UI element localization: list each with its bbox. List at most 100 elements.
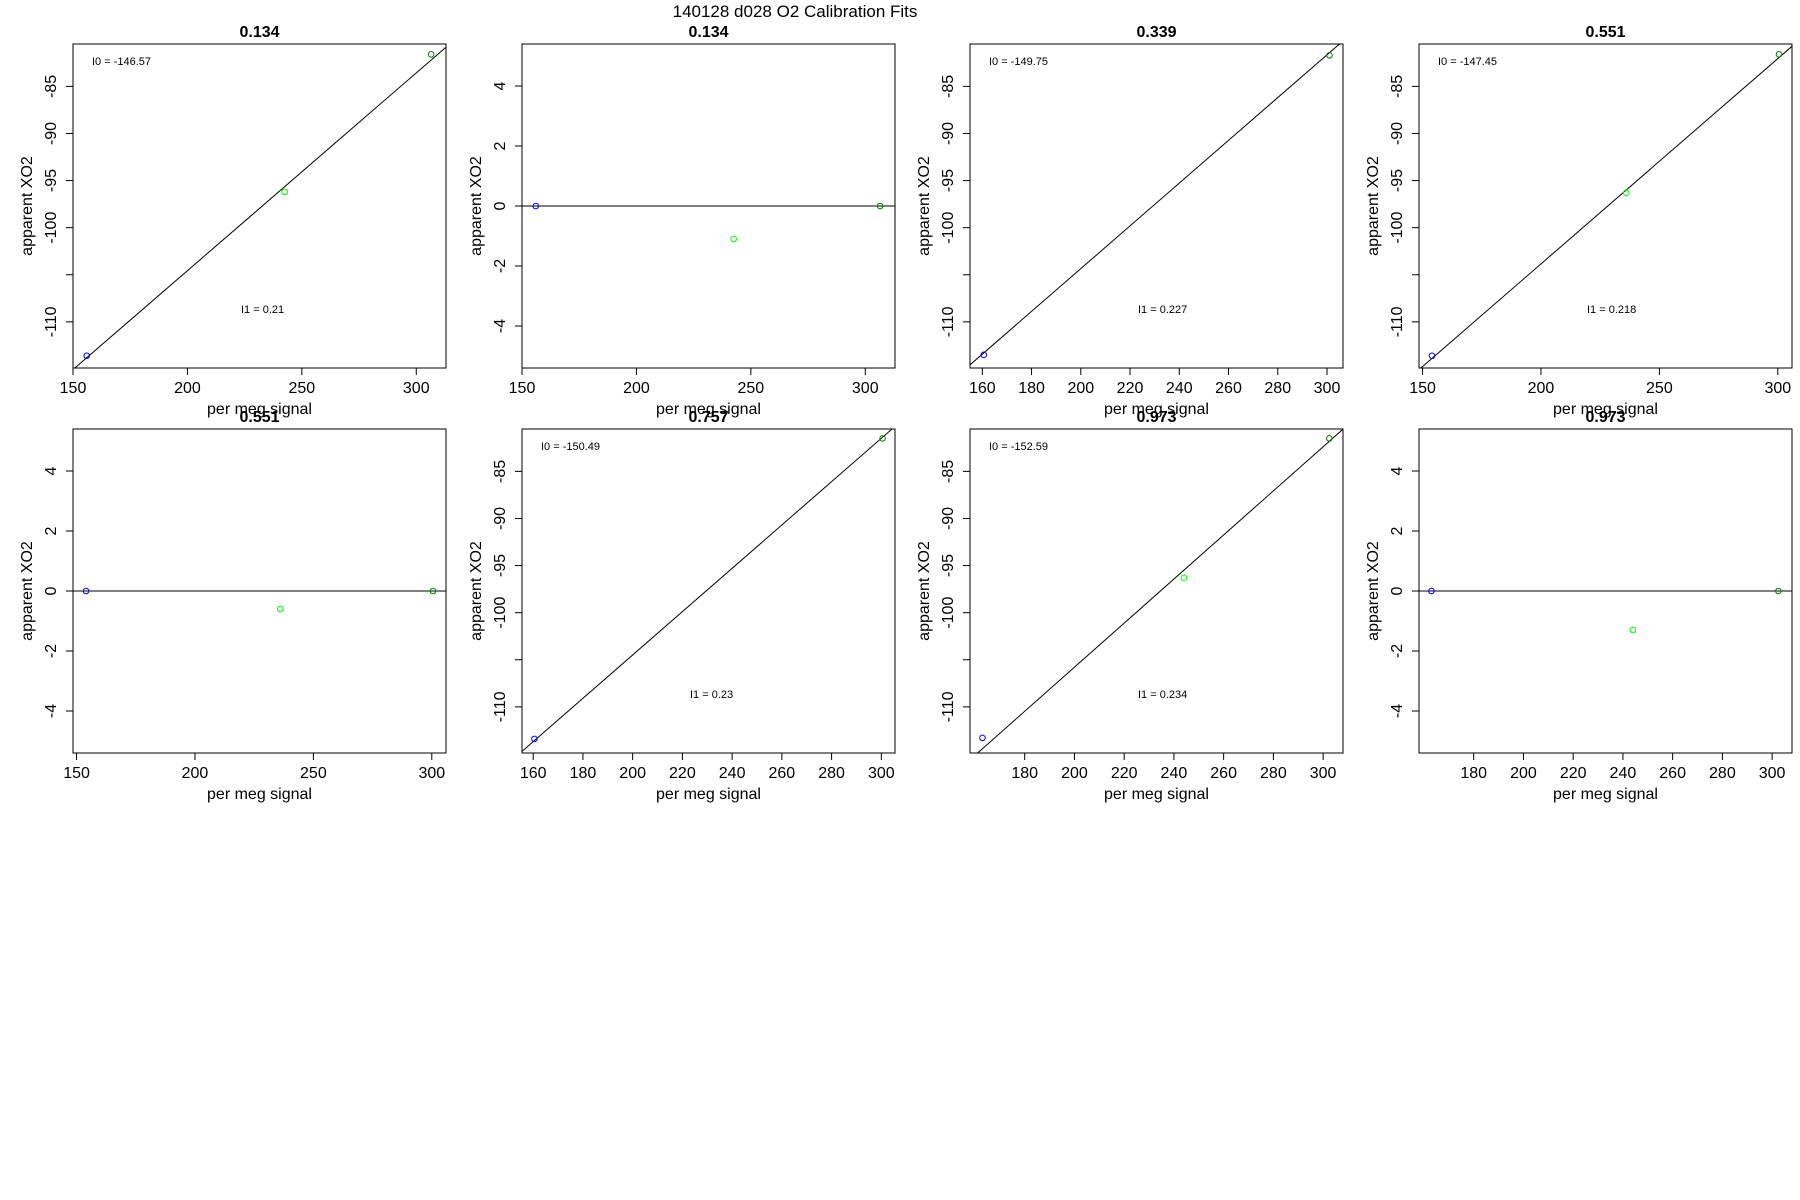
- data-point: [532, 202, 540, 210]
- x-tick-label: 150: [1409, 380, 1436, 397]
- y-axis-label: apparent XO2: [468, 541, 485, 641]
- x-tick-label: 160: [520, 765, 547, 782]
- x-tick-label: 220: [1117, 380, 1144, 397]
- x-tick-label: 180: [1018, 380, 1045, 397]
- y-tick-label: -95: [1389, 169, 1406, 192]
- y-tick-label: -90: [492, 507, 509, 530]
- data-point: [979, 734, 986, 742]
- y-tick-label: -2: [492, 259, 509, 273]
- x-tick-label: 160: [969, 380, 996, 397]
- y-tick-label: 2: [43, 526, 60, 535]
- x-tick-label: 300: [1314, 380, 1341, 397]
- y-tick-label: -85: [940, 75, 957, 98]
- x-tick-label: 260: [1210, 765, 1237, 782]
- x-tick-label: 300: [1310, 765, 1337, 782]
- plot-frame: [1418, 43, 1793, 369]
- x-tick-label: 300: [852, 380, 879, 397]
- y-tick-label: -85: [1389, 75, 1406, 98]
- y-tick-label: -95: [940, 169, 957, 192]
- data-point: [1326, 52, 1333, 59]
- fit-line: [976, 429, 1343, 753]
- data-point: [276, 605, 284, 613]
- plot-frame: [969, 43, 1344, 369]
- x-tick-label: 200: [1528, 380, 1555, 397]
- panel-grid: 0.134 150 200 250 300 -85 -90 -95 -100 -110 per me…: [19, 24, 1793, 803]
- x-tick-label: 250: [300, 765, 327, 782]
- figure-title: 140128 d028 O2 Calibration Fits: [673, 2, 918, 21]
- x-tick-label: 250: [288, 380, 315, 397]
- slope-annotation: I1 = 0.23: [690, 689, 733, 701]
- x-tick-label: 220: [669, 765, 696, 782]
- slope-annotation: I1 = 0.227: [1138, 304, 1187, 316]
- panel-title: 0.757: [688, 409, 728, 426]
- x-tick-label: 250: [1646, 380, 1673, 397]
- data-point: [83, 352, 91, 360]
- x-tick-label: 240: [1166, 380, 1193, 397]
- calibration-panel: 0.551 150 200 250 300 -85 -90 -95 -100 -110 per me…: [1365, 24, 1793, 418]
- x-tick-label: 220: [1560, 765, 1587, 782]
- intercept-annotation: I0 = -152.59: [989, 441, 1048, 453]
- y-axis-label: apparent XO2: [19, 541, 36, 641]
- x-tick-label: 180: [1011, 765, 1038, 782]
- y-axis-label: apparent XO2: [916, 156, 933, 256]
- y-tick-label: -4: [43, 704, 60, 718]
- y-tick-label: -4: [1389, 704, 1406, 718]
- data-point: [1775, 587, 1782, 595]
- y-tick-label: -85: [492, 460, 509, 483]
- y-tick-label: -110: [43, 306, 60, 337]
- y-tick-label: -90: [940, 122, 957, 145]
- data-point: [1428, 352, 1436, 360]
- x-tick-label: 280: [1260, 765, 1287, 782]
- x-tick-label: 280: [1709, 765, 1736, 782]
- x-axis-label: per meg signal: [207, 786, 312, 803]
- x-tick-label: 300: [418, 765, 445, 782]
- y-tick-label: -100: [1389, 212, 1406, 244]
- x-tick-label: 200: [1061, 765, 1088, 782]
- panel-title: 0.339: [1136, 24, 1176, 41]
- y-tick-label: -90: [43, 122, 60, 145]
- plot-frame: [969, 428, 1344, 754]
- y-axis-label: apparent XO2: [1365, 541, 1382, 641]
- calibration-panel: 0.134 150 200 250 300 4 2 0 -2 -4 per meg signal ap…: [468, 24, 896, 418]
- data-point: [82, 587, 90, 595]
- data-point: [1622, 189, 1630, 197]
- panel-title: 0.551: [239, 409, 279, 426]
- x-tick-label: 150: [63, 765, 90, 782]
- y-tick-label: -110: [1389, 306, 1406, 337]
- intercept-annotation: I0 = -147.45: [1438, 56, 1497, 68]
- x-tick-label: 220: [1111, 765, 1138, 782]
- panel-title: 0.134: [239, 24, 279, 41]
- x-tick-label: 260: [769, 765, 796, 782]
- plot-frame: [72, 43, 447, 369]
- panel-title: 0.134: [688, 24, 728, 41]
- data-point: [730, 235, 737, 243]
- data-point: [427, 51, 435, 58]
- x-tick-label: 150: [60, 380, 87, 397]
- data-point: [879, 435, 886, 442]
- x-tick-label: 240: [719, 765, 746, 782]
- y-tick-label: -110: [492, 691, 509, 722]
- y-axis-label: apparent XO2: [468, 156, 485, 256]
- x-tick-label: 180: [570, 765, 597, 782]
- slope-annotation: I1 = 0.21: [241, 304, 284, 316]
- fit-line: [970, 44, 1341, 366]
- y-tick-label: -4: [492, 319, 509, 333]
- y-axis-label: apparent XO2: [916, 541, 933, 641]
- data-point: [1180, 574, 1188, 582]
- y-tick-label: -85: [940, 460, 957, 483]
- y-tick-label: 2: [492, 141, 509, 150]
- calibration-panel: 0.973 180 200 220 240 260 280 300 4 2 0 -2 -4 per meg…: [1365, 409, 1793, 803]
- data-point: [876, 202, 884, 210]
- x-tick-label: 280: [1264, 380, 1291, 397]
- x-tick-label: 240: [1610, 765, 1637, 782]
- data-point: [429, 587, 437, 595]
- x-tick-label: 200: [182, 765, 209, 782]
- intercept-annotation: I0 = -149.75: [989, 56, 1048, 68]
- y-tick-label: 4: [1389, 466, 1406, 475]
- panel-title: 0.973: [1136, 409, 1176, 426]
- data-point: [1629, 626, 1637, 634]
- y-tick-label: 0: [43, 586, 60, 595]
- data-point: [1775, 51, 1783, 58]
- x-tick-label: 150: [509, 380, 536, 397]
